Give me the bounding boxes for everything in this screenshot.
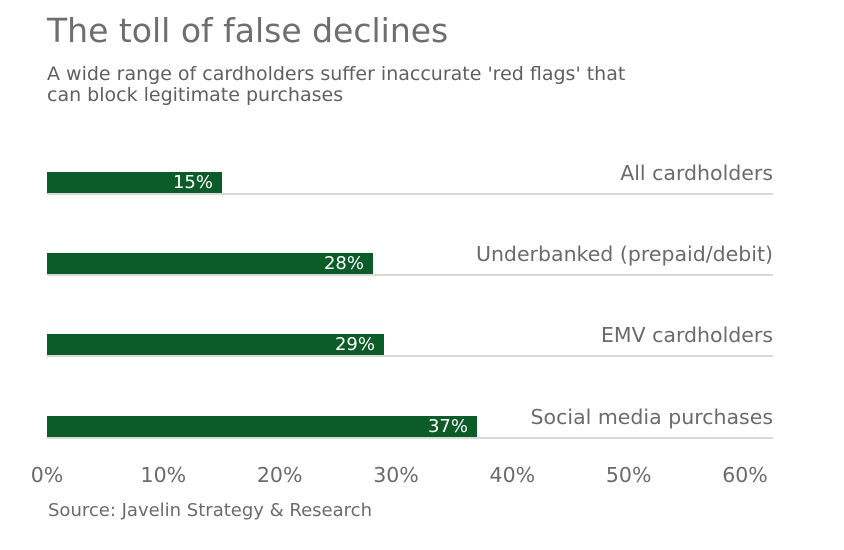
source-note: Source: Javelin Strategy & Research <box>48 500 372 521</box>
x-axis-tick-label: 10% <box>140 463 187 487</box>
bar[interactable]: 37% <box>47 416 477 437</box>
bar[interactable]: 29% <box>47 334 384 355</box>
x-axis-tick-label: 30% <box>373 463 419 487</box>
bar-value-label: 28% <box>323 253 364 274</box>
x-axis-tick-label: 60% <box>722 463 768 487</box>
bar-value-label: 15% <box>172 172 213 193</box>
chart-title: The toll of false declines <box>47 11 449 50</box>
chart-subtitle: A wide range of cardholders suffer inacc… <box>47 64 625 106</box>
category-label: EMV cardholders <box>600 323 773 347</box>
bar-value-label: 37% <box>427 416 468 437</box>
chart-subtitle-line2: can block legitimate purchases <box>47 84 344 106</box>
category-label: Underbanked (prepaid/debit) <box>475 242 773 266</box>
category-label: All cardholders <box>620 161 773 185</box>
x-axis-tick-label: 0% <box>30 463 64 487</box>
bar[interactable]: 28% <box>47 253 373 274</box>
row-baseline <box>47 437 773 439</box>
row-baseline <box>47 355 773 357</box>
chart-subtitle-line1: A wide range of cardholders suffer inacc… <box>47 63 626 85</box>
bar[interactable]: 15% <box>47 172 222 193</box>
bar-value-label: 29% <box>334 334 375 355</box>
x-axis-tick-label: 50% <box>605 463 652 487</box>
row-baseline <box>47 274 773 276</box>
x-axis-tick-label: 40% <box>489 463 536 487</box>
x-axis-tick-label: 20% <box>256 463 303 487</box>
category-label: Social media purchases <box>530 405 773 429</box>
row-baseline <box>47 193 773 195</box>
